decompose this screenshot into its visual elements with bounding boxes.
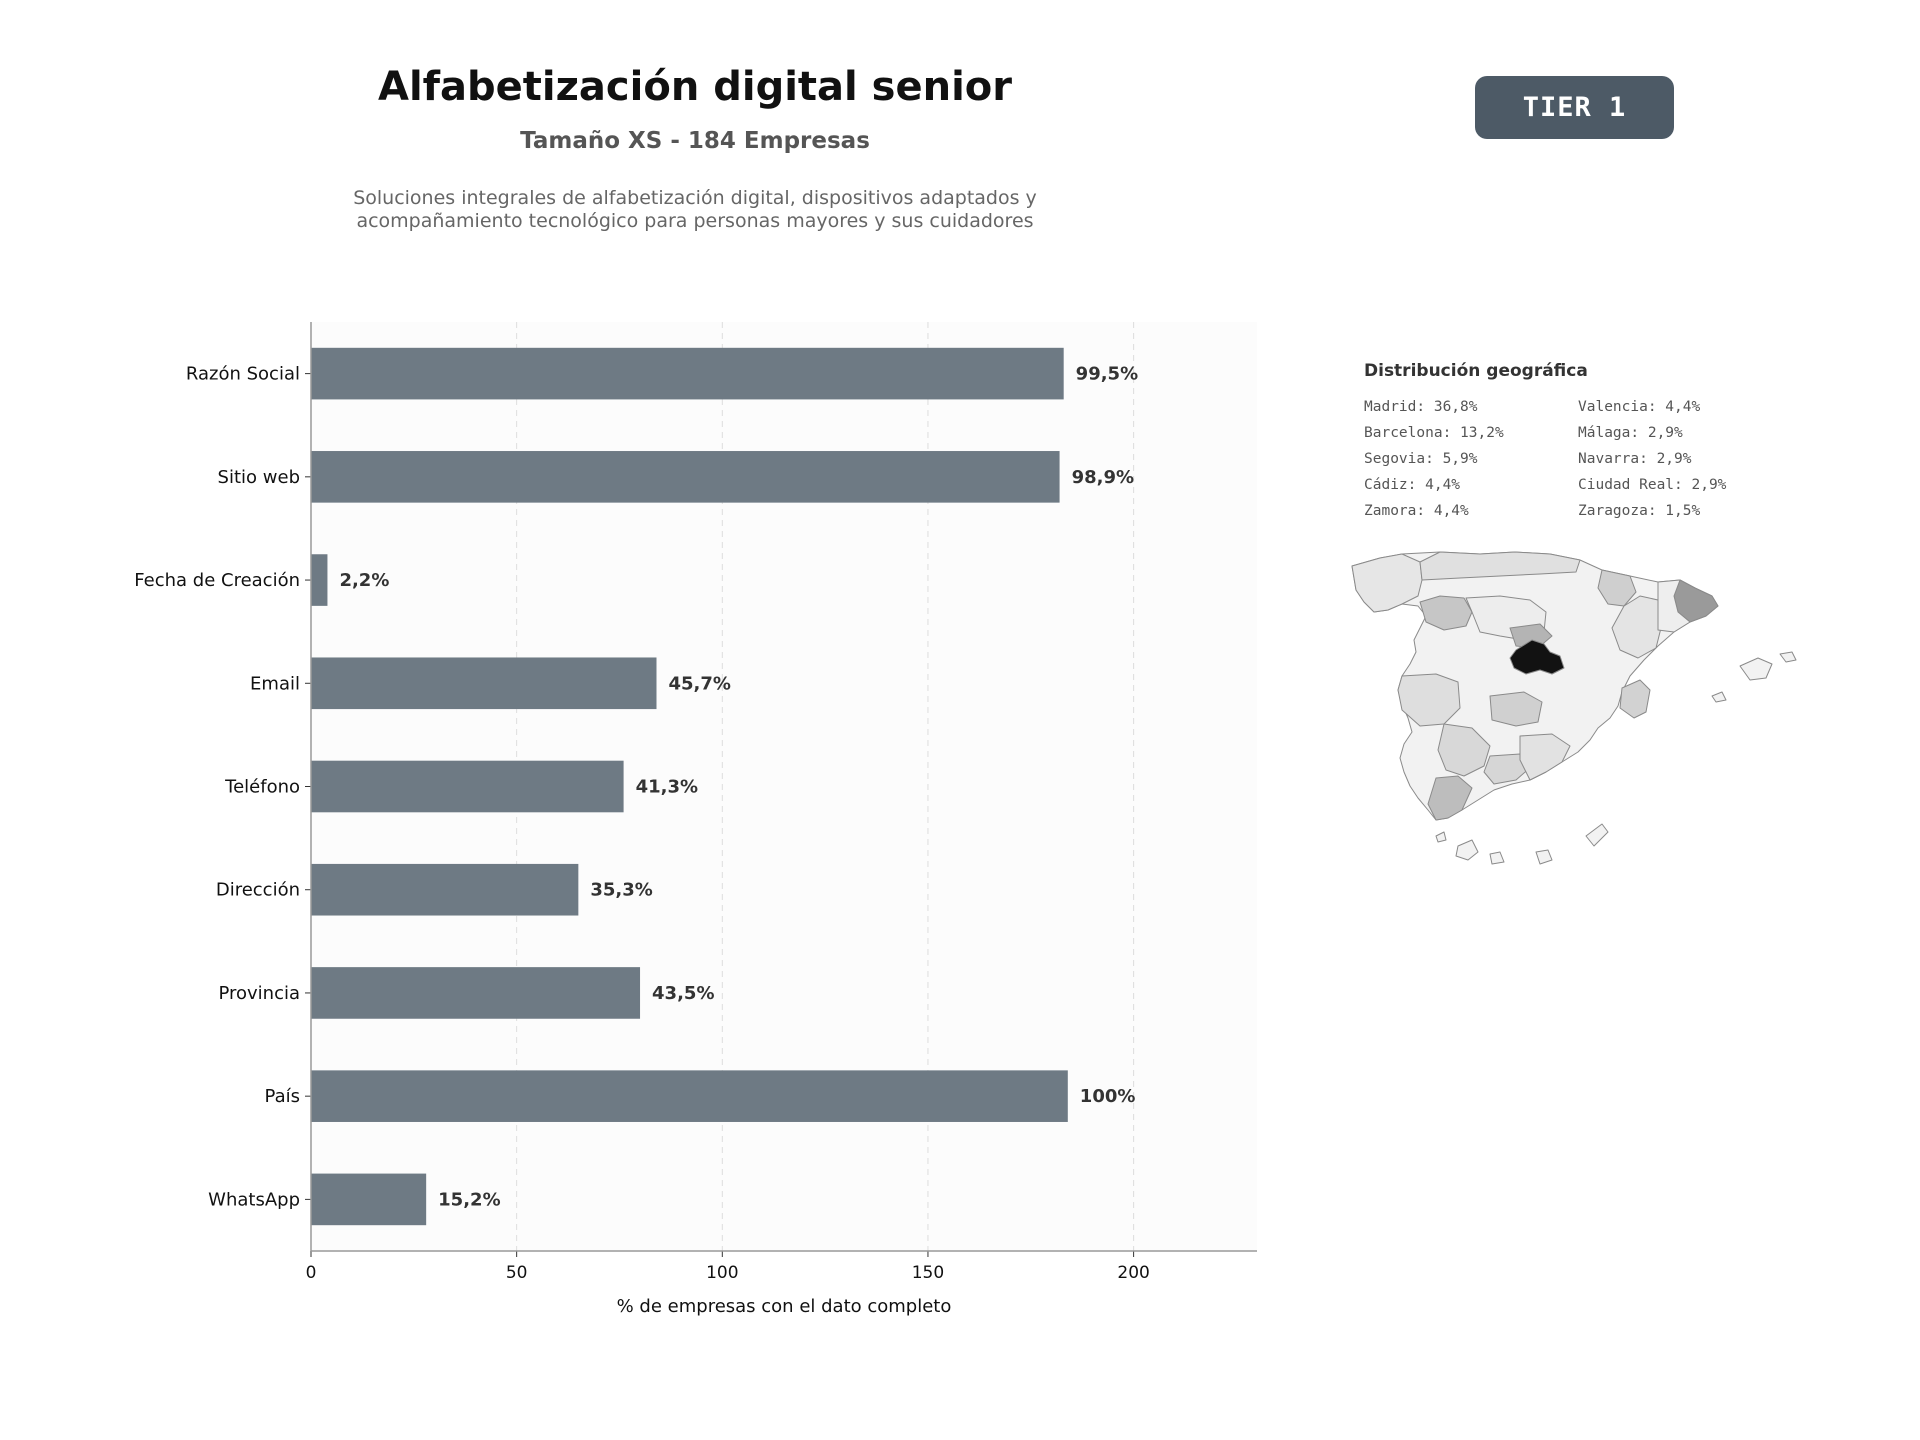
data-label: 2,2%: [339, 570, 389, 591]
map-canary-4: [1585, 823, 1609, 847]
y-tick-label: Dirección: [216, 880, 300, 901]
geo-distribution-list: Madrid: 36,8% Valencia: 4,4% Barcelona: …: [1364, 398, 1784, 520]
geo-item: Ciudad Real: 2,9%: [1578, 477, 1727, 493]
chart-title: Alfabetización digital senior: [377, 64, 1012, 110]
map-region-andalucia-w: [1437, 723, 1491, 777]
x-axis-label: % de empresas con el dato completo: [617, 1296, 952, 1317]
tier-badge: TIER 1: [1475, 76, 1674, 139]
geo-item: Segovia: 5,9%: [1364, 451, 1478, 467]
bar: [311, 347, 1064, 400]
bar: [311, 1070, 1068, 1122]
bar: [311, 554, 328, 606]
data-label: 98,9%: [1072, 467, 1134, 488]
x-tick-label: 0: [306, 1263, 317, 1283]
map-region-valencia: [1619, 679, 1651, 719]
map-region-catalonia: [1657, 579, 1691, 633]
map-balearic-1: [1739, 657, 1773, 681]
map-region-cadiz: [1427, 775, 1473, 821]
data-label: 99,5%: [1076, 364, 1138, 385]
bar: [311, 760, 624, 813]
bar: [311, 967, 641, 1019]
bar: [311, 863, 579, 916]
map-region-andalucia-e: [1519, 733, 1571, 781]
chart-description: Soluciones integrales de alfabetización …: [353, 187, 1037, 232]
map-balearic-3: [1711, 691, 1727, 703]
x-tick-label: 200: [1117, 1263, 1149, 1283]
geo-item: Cádiz: 4,4%: [1364, 477, 1461, 493]
map-balearic-2: [1779, 651, 1797, 663]
chart-subtitle: Tamaño XS - 184 Empresas: [520, 128, 870, 154]
data-label: 15,2%: [438, 1189, 500, 1210]
spain-map: [1351, 551, 1797, 865]
bar: [311, 451, 1060, 503]
data-label: 45,7%: [668, 673, 730, 694]
y-tick-label: Razón Social: [186, 364, 300, 385]
y-tick-label: Teléfono: [224, 777, 300, 798]
geo-item: Zamora: 4,4%: [1364, 503, 1469, 519]
map-canary-2: [1489, 851, 1505, 865]
map-region-zamora: [1419, 595, 1473, 631]
geo-title: Distribución geográfica: [1364, 361, 1588, 381]
map-region-segovia: [1509, 623, 1553, 649]
y-tick-label: Fecha de Creación: [134, 570, 300, 591]
geo-item: Navarra: 2,9%: [1578, 451, 1692, 467]
y-tick-label: WhatsApp: [208, 1189, 300, 1210]
geo-item: Madrid: 36,8%: [1364, 399, 1478, 415]
data-label: 100%: [1080, 1086, 1136, 1107]
y-tick-label: Email: [250, 673, 300, 694]
map-region-galicia: [1351, 553, 1423, 613]
map-region-north: [1419, 551, 1581, 581]
y-tick-label: País: [265, 1086, 300, 1107]
map-region-aragon: [1611, 595, 1663, 659]
bar: [311, 657, 657, 710]
data-label: 41,3%: [636, 777, 698, 798]
geo-item: Zaragoza: 1,5%: [1578, 503, 1701, 519]
x-tick-label: 100: [706, 1263, 738, 1283]
map-region-ciudad-real: [1489, 691, 1543, 727]
bar-chart: 0 50 100 150 200 99,5% Razón Social 98,9% Sitio …: [134, 322, 1257, 1317]
geo-item: Valencia: 4,4%: [1578, 399, 1701, 415]
map-region-madrid: [1509, 639, 1565, 675]
bar: [311, 1173, 427, 1226]
map-canary-3: [1535, 849, 1553, 865]
x-tick-label: 50: [506, 1263, 528, 1283]
x-tick-label: 150: [912, 1263, 944, 1283]
y-tick-label: Provincia: [218, 983, 300, 1004]
geo-item: Barcelona: 13,2%: [1364, 425, 1504, 441]
data-label: 35,3%: [590, 880, 652, 901]
map-canary-1: [1455, 839, 1479, 861]
y-tick-label: Sitio web: [218, 467, 300, 488]
data-label: 43,5%: [652, 983, 714, 1004]
geo-item: Málaga: 2,9%: [1578, 425, 1683, 441]
map-canary-5: [1435, 831, 1447, 843]
